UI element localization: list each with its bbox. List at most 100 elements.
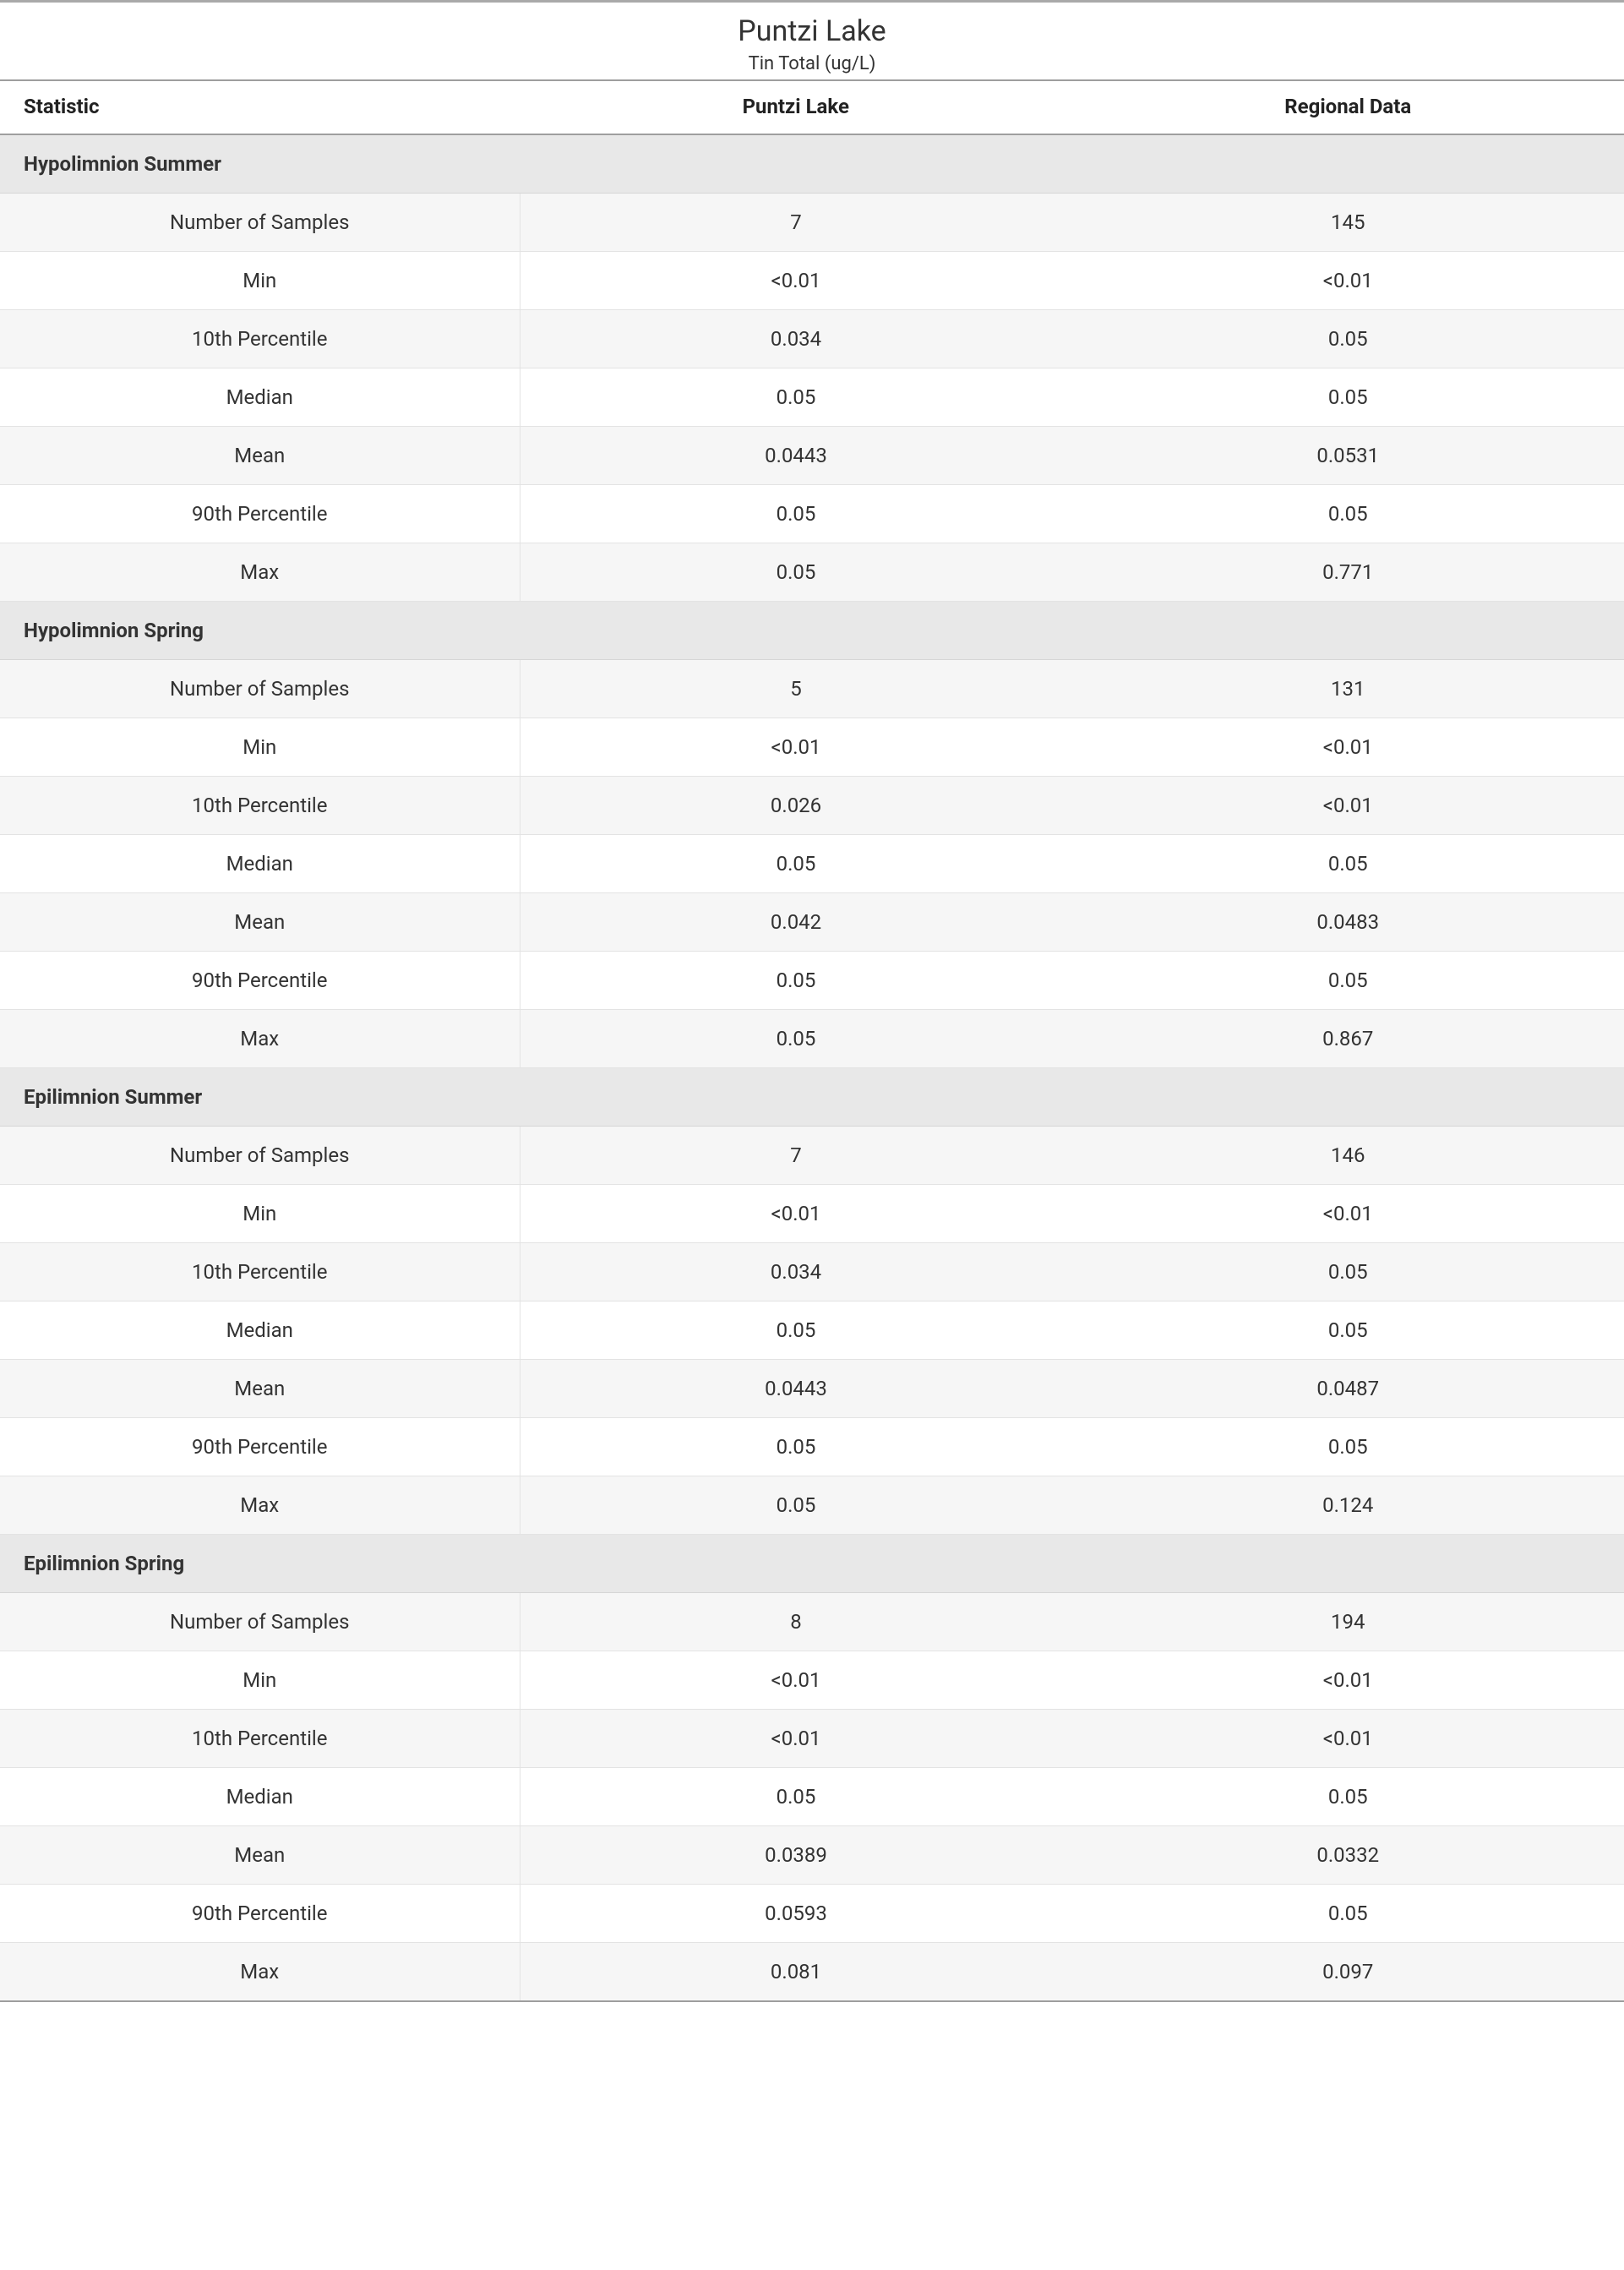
table-row: 90th Percentile0.050.05 [0,1418,1624,1476]
stat-label-cell: Min [0,1651,520,1710]
table-body: Hypolimnion SummerNumber of Samples7145M… [0,134,1624,2001]
regional-value-cell: <0.01 [1072,252,1624,310]
stat-label-cell: Number of Samples [0,1127,520,1185]
stat-label-cell: 90th Percentile [0,952,520,1010]
stat-label-cell: Number of Samples [0,1593,520,1651]
table-row: Mean0.03890.0332 [0,1826,1624,1885]
stat-label-cell: Min [0,1185,520,1243]
site-value-cell: 0.05 [520,952,1071,1010]
stat-label-cell: Mean [0,893,520,952]
site-value-cell: 0.05 [520,543,1071,602]
table-row: Max0.0810.097 [0,1943,1624,2002]
stat-label-cell: Median [0,1301,520,1360]
stat-label-cell: 90th Percentile [0,1418,520,1476]
table-row: Min<0.01<0.01 [0,1651,1624,1710]
table-row: Median0.050.05 [0,1301,1624,1360]
site-value-cell: <0.01 [520,718,1071,777]
site-value-cell: 0.042 [520,893,1071,952]
table-row: Median0.050.05 [0,835,1624,893]
stat-label-cell: Mean [0,427,520,485]
table-row: 10th Percentile0.0340.05 [0,1243,1624,1301]
regional-value-cell: 131 [1072,660,1624,718]
report-subtitle: Tin Total (ug/L) [0,53,1624,74]
stat-label-cell: Median [0,835,520,893]
stat-label-cell: Max [0,1010,520,1068]
site-value-cell: 0.0389 [520,1826,1071,1885]
stat-label-cell: 10th Percentile [0,1710,520,1768]
section-header-row: Hypolimnion Summer [0,134,1624,194]
stat-label-cell: 90th Percentile [0,1885,520,1943]
site-value-cell: 0.05 [520,835,1071,893]
site-value-cell: 0.05 [520,1301,1071,1360]
table-row: 10th Percentile<0.01<0.01 [0,1710,1624,1768]
section-header-cell: Epilimnion Spring [0,1535,1624,1593]
site-value-cell: 5 [520,660,1071,718]
stat-label-cell: Min [0,718,520,777]
section-header-row: Hypolimnion Spring [0,602,1624,660]
site-value-cell: 0.081 [520,1943,1071,2002]
site-value-cell: <0.01 [520,1185,1071,1243]
site-value-cell: 0.034 [520,1243,1071,1301]
regional-value-cell: 0.05 [1072,1768,1624,1826]
site-value-cell: 7 [520,1127,1071,1185]
stat-label-cell: 10th Percentile [0,777,520,835]
site-value-cell: <0.01 [520,1651,1071,1710]
table-row: Mean0.04430.0487 [0,1360,1624,1418]
report-container: Puntzi Lake Tin Total (ug/L) Statistic P… [0,0,1624,2002]
section-header-row: Epilimnion Summer [0,1068,1624,1127]
table-row: Max0.050.771 [0,543,1624,602]
site-value-cell: 0.05 [520,1768,1071,1826]
stat-label-cell: Mean [0,1826,520,1885]
site-value-cell: <0.01 [520,1710,1071,1768]
report-title: Puntzi Lake [0,14,1624,48]
table-row: Median0.050.05 [0,1768,1624,1826]
table-row: 90th Percentile0.050.05 [0,952,1624,1010]
table-row: Number of Samples8194 [0,1593,1624,1651]
stat-label-cell: Number of Samples [0,194,520,252]
stat-label-cell: Min [0,252,520,310]
regional-value-cell: 0.05 [1072,835,1624,893]
column-header-row: Statistic Puntzi Lake Regional Data [0,80,1624,134]
site-value-cell: 0.05 [520,1476,1071,1535]
regional-value-cell: 0.05 [1072,368,1624,427]
site-value-cell: 0.034 [520,310,1071,368]
table-row: Number of Samples5131 [0,660,1624,718]
section-header-cell: Hypolimnion Spring [0,602,1624,660]
site-value-cell: 0.05 [520,1010,1071,1068]
site-value-cell: 0.0443 [520,427,1071,485]
regional-value-cell: <0.01 [1072,718,1624,777]
table-row: Number of Samples7145 [0,194,1624,252]
regional-value-cell: 0.0483 [1072,893,1624,952]
stat-label-cell: Number of Samples [0,660,520,718]
regional-value-cell: 0.867 [1072,1010,1624,1068]
site-value-cell: 0.0593 [520,1885,1071,1943]
stat-label-cell: Max [0,1943,520,2002]
table-row: 10th Percentile0.0340.05 [0,310,1624,368]
regional-value-cell: <0.01 [1072,1651,1624,1710]
section-header-cell: Hypolimnion Summer [0,134,1624,194]
regional-value-cell: 194 [1072,1593,1624,1651]
table-row: 10th Percentile0.026<0.01 [0,777,1624,835]
stat-label-cell: 10th Percentile [0,1243,520,1301]
site-value-cell: 0.05 [520,485,1071,543]
table-row: Max0.050.124 [0,1476,1624,1535]
table-row: Min<0.01<0.01 [0,1185,1624,1243]
table-row: Number of Samples7146 [0,1127,1624,1185]
site-value-cell: 0.05 [520,1418,1071,1476]
regional-value-cell: 0.05 [1072,1301,1624,1360]
regional-value-cell: <0.01 [1072,1185,1624,1243]
site-value-cell: 0.05 [520,368,1071,427]
table-row: 90th Percentile0.050.05 [0,485,1624,543]
regional-value-cell: <0.01 [1072,777,1624,835]
title-block: Puntzi Lake Tin Total (ug/L) [0,3,1624,79]
table-row: Min<0.01<0.01 [0,252,1624,310]
regional-value-cell: 0.05 [1072,310,1624,368]
stat-label-cell: 90th Percentile [0,485,520,543]
site-value-cell: 7 [520,194,1071,252]
stat-label-cell: Max [0,543,520,602]
stat-label-cell: Median [0,1768,520,1826]
regional-value-cell: 0.0332 [1072,1826,1624,1885]
table-row: Mean0.0420.0483 [0,893,1624,952]
regional-value-cell: 0.05 [1072,1418,1624,1476]
col-header-statistic: Statistic [0,80,520,134]
